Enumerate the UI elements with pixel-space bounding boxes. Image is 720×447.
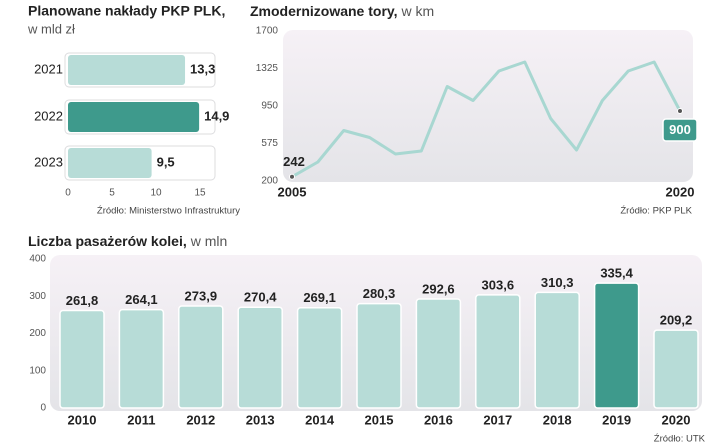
label-box	[662, 118, 698, 142]
y-tick-label: 400	[29, 254, 46, 265]
chart-subtitle: w mln	[190, 233, 228, 249]
chart-subtitle: w mld zł	[27, 21, 75, 36]
value-label: 209,2	[660, 313, 693, 328]
bar	[59, 309, 105, 409]
source: Źródło: PKP PLK	[620, 206, 692, 217]
point	[289, 173, 295, 180]
x-tick-label: 2017	[483, 412, 512, 427]
x-tick-label: 5	[109, 188, 115, 199]
value-label: 9,5	[157, 154, 175, 169]
value-label: 335,4	[600, 266, 633, 281]
x-tick-label: 2012	[186, 412, 215, 427]
value-label: 280,3	[363, 286, 396, 301]
chart-title: Planowane nakłady PKP PLK,	[28, 3, 225, 19]
value-label: 242	[283, 154, 305, 169]
x-tick-label: 2020	[662, 412, 691, 427]
x-tick-label: 2010	[68, 412, 97, 427]
category-label: 2021	[34, 61, 63, 76]
value-label: 14,9	[204, 108, 229, 123]
x-tick-label: 2016	[424, 412, 453, 427]
chart-title-group: Liczba pasażerów kolei, w mln	[28, 233, 227, 249]
bar	[118, 308, 165, 409]
chart-title: Zmodernizowane tory,	[250, 3, 398, 19]
bar	[68, 55, 186, 85]
bar	[475, 294, 521, 409]
x-tick-label: 2005	[278, 184, 307, 199]
value-label: 310,3	[541, 275, 574, 290]
bar	[237, 306, 283, 409]
bar	[68, 102, 200, 132]
chart-title: Liczba pasażerów kolei,	[28, 233, 187, 249]
x-tick-label: 2019	[602, 412, 631, 427]
x-tick-label: 2013	[246, 412, 275, 427]
bar	[415, 298, 462, 409]
source: Źródło: UTK	[654, 434, 706, 445]
y-tick-label: 1700	[256, 26, 279, 37]
x-tick-label: 15	[194, 188, 206, 199]
x-tick-label: 2018	[543, 412, 572, 427]
y-tick-label: 200	[261, 176, 278, 187]
line	[291, 60, 682, 179]
y-tick-label: 0	[40, 403, 46, 414]
y-tick-label: 950	[261, 101, 278, 112]
bar	[68, 148, 152, 178]
value-label: 270,4	[244, 290, 277, 305]
value-label: 273,9	[185, 288, 218, 303]
bar	[296, 307, 343, 409]
value-label: 900	[669, 122, 691, 137]
bar	[653, 329, 699, 409]
category-label: 2023	[34, 154, 63, 169]
plot-background	[283, 30, 693, 182]
x-tick-label: 2014	[305, 412, 335, 427]
point	[677, 108, 683, 114]
y-tick-label: 100	[29, 365, 46, 376]
bar	[534, 291, 580, 409]
x-tick-label: 2011	[127, 412, 155, 427]
x-tick-label: 2020	[666, 184, 695, 199]
source: Źródło: Ministerstwo Infrastruktury	[97, 206, 240, 217]
y-tick-label: 575	[261, 138, 278, 149]
value-label: 13,3	[190, 61, 215, 76]
y-tick-label: 300	[29, 291, 46, 302]
value-label: 269,1	[303, 290, 336, 305]
value-label: 303,6	[482, 277, 515, 292]
bar	[178, 305, 224, 409]
chart-title-group: Zmodernizowane tory, w km	[250, 3, 434, 19]
y-tick-label: 200	[29, 328, 46, 339]
value-label: 292,6	[422, 281, 455, 296]
x-tick-label: 10	[150, 188, 162, 199]
bar	[593, 282, 640, 409]
x-tick-label: 0	[65, 188, 71, 199]
bar	[356, 302, 402, 409]
y-tick-label: 1325	[256, 63, 279, 74]
value-label: 261,8	[66, 293, 99, 308]
category-label: 2022	[34, 108, 63, 123]
chart-subtitle: w km	[401, 3, 435, 19]
value-label: 264,1	[125, 292, 158, 307]
x-tick-label: 2015	[365, 412, 394, 427]
